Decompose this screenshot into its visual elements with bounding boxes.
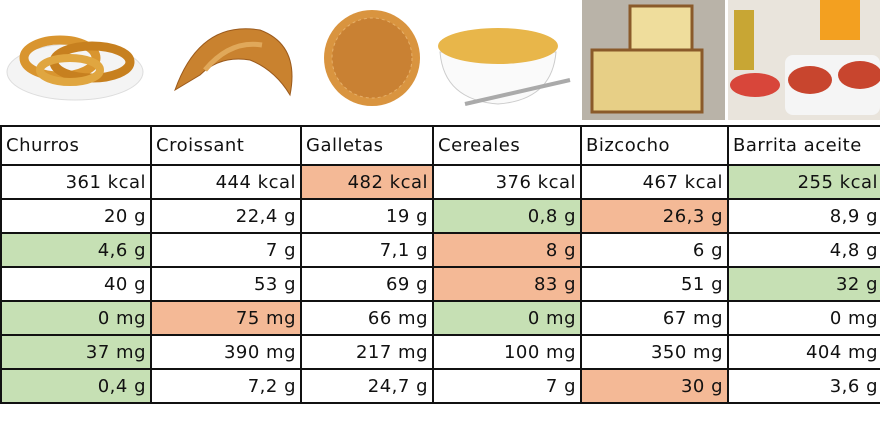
cell: 217 mg bbox=[300, 334, 434, 370]
cell: 26,3 g bbox=[580, 198, 729, 234]
cell: 69 g bbox=[300, 266, 434, 302]
cell: 3,6 g bbox=[727, 368, 880, 404]
row: 4,6 g 7 g 7,1 g 8 g 6 g 4,8 g bbox=[0, 232, 880, 268]
cell: 0 mg bbox=[727, 300, 880, 336]
cell: 7,2 g bbox=[150, 368, 302, 404]
header-cell: Bizcocho bbox=[580, 125, 729, 166]
cell: 0,8 g bbox=[432, 198, 582, 234]
cell: 404 mg bbox=[727, 334, 880, 370]
cell: 8,9 g bbox=[727, 198, 880, 234]
row: 0,4 g 7,2 g 24,7 g 7 g 30 g 3,6 g bbox=[0, 368, 880, 404]
cell: 67 mg bbox=[580, 300, 729, 336]
cell: 75 mg bbox=[150, 300, 302, 336]
nutrition-table: Churros Croissant Galletas Cereales Bizc… bbox=[0, 125, 880, 404]
food-photos bbox=[6, 0, 880, 120]
cell: 53 g bbox=[150, 266, 302, 302]
cell: 482 kcal bbox=[300, 164, 434, 200]
cell: 20 g bbox=[0, 198, 152, 234]
row: 40 g 53 g 69 g 83 g 51 g 32 g bbox=[0, 266, 880, 302]
cell: 83 g bbox=[432, 266, 582, 302]
header-cell: Cereales bbox=[432, 125, 582, 166]
barrita-photo bbox=[728, 0, 880, 120]
row: 0 mg 75 mg 66 mg 0 mg 67 mg 0 mg bbox=[0, 300, 880, 336]
cell: 0 mg bbox=[432, 300, 582, 336]
galleta-photo bbox=[324, 10, 420, 106]
cell: 255 kcal bbox=[727, 164, 880, 200]
cereal-photo bbox=[438, 28, 571, 106]
cell: 6 g bbox=[580, 232, 729, 268]
cell: 467 kcal bbox=[580, 164, 729, 200]
cell: 19 g bbox=[300, 198, 434, 234]
cell: 376 kcal bbox=[432, 164, 582, 200]
cell: 0 mg bbox=[0, 300, 152, 336]
row: 361 kcal 444 kcal 482 kcal 376 kcal 467 … bbox=[0, 164, 880, 200]
cell: 40 g bbox=[0, 266, 152, 302]
cell: 24,7 g bbox=[300, 368, 434, 404]
cell: 390 mg bbox=[150, 334, 302, 370]
cell: 4,6 g bbox=[0, 232, 152, 268]
churros-photo bbox=[6, 35, 144, 101]
header-cell: Churros bbox=[0, 125, 152, 166]
cell: 350 mg bbox=[580, 334, 729, 370]
row: 20 g 22,4 g 19 g 0,8 g 26,3 g 8,9 g bbox=[0, 198, 880, 234]
croissant-photo bbox=[174, 28, 293, 97]
bizcocho-photo bbox=[582, 0, 725, 120]
cell: 37 mg bbox=[0, 334, 152, 370]
header-cell: Croissant bbox=[150, 125, 302, 166]
cell: 7 g bbox=[150, 232, 302, 268]
cell: 8 g bbox=[432, 232, 582, 268]
header-cell: Galletas bbox=[300, 125, 434, 166]
cell: 100 mg bbox=[432, 334, 582, 370]
cell: 66 mg bbox=[300, 300, 434, 336]
cell: 444 kcal bbox=[150, 164, 302, 200]
cell: 361 kcal bbox=[0, 164, 152, 200]
cell: 30 g bbox=[580, 368, 729, 404]
header-cell: Barrita aceite bbox=[727, 125, 880, 166]
cell: 7,1 g bbox=[300, 232, 434, 268]
cell: 32 g bbox=[727, 266, 880, 302]
cell: 51 g bbox=[580, 266, 729, 302]
cell: 4,8 g bbox=[727, 232, 880, 268]
cell: 7 g bbox=[432, 368, 582, 404]
row: 37 mg 390 mg 217 mg 100 mg 350 mg 404 mg bbox=[0, 334, 880, 370]
cell: 0,4 g bbox=[0, 368, 152, 404]
cell: 22,4 g bbox=[150, 198, 302, 234]
header-row: Churros Croissant Galletas Cereales Bizc… bbox=[0, 125, 880, 166]
